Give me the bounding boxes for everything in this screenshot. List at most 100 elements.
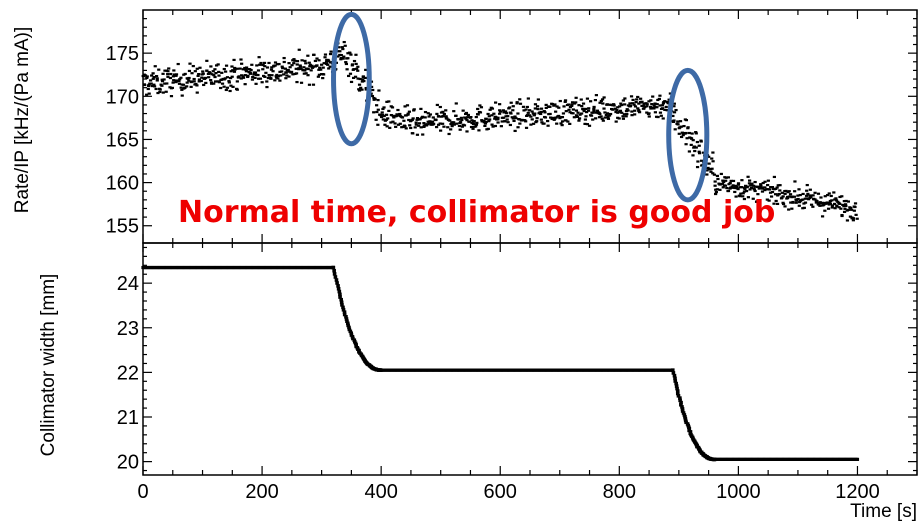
data-point [385, 125, 389, 128]
data-point [775, 202, 780, 206]
data-point [408, 124, 412, 127]
data-point [407, 118, 411, 122]
data-point [232, 70, 237, 73]
data-point [664, 105, 668, 108]
data-point [162, 78, 166, 81]
data-point [608, 112, 613, 116]
data-point [634, 100, 638, 104]
data-point [539, 107, 544, 110]
data-point [826, 207, 831, 210]
data-point [435, 112, 439, 116]
data-point [647, 115, 651, 118]
data-point [229, 70, 233, 73]
data-point [326, 58, 330, 62]
data-point [498, 110, 503, 113]
data-point [273, 79, 277, 82]
data-point [157, 68, 161, 71]
data-point [739, 192, 743, 195]
data-point [687, 150, 691, 153]
data-point [486, 127, 490, 131]
data-point [780, 191, 784, 194]
data-point [233, 68, 237, 71]
data-point [379, 114, 383, 117]
data-point [540, 121, 544, 124]
data-point [826, 193, 830, 197]
data-point [145, 75, 149, 78]
data-point [606, 116, 610, 119]
data-point [621, 99, 625, 102]
data-point [840, 195, 844, 198]
data-point [276, 77, 280, 80]
data-point [714, 190, 718, 194]
data-point [452, 121, 456, 124]
data-point [616, 106, 620, 109]
data-point [533, 103, 538, 106]
data-point [681, 411, 686, 415]
data-point [766, 179, 770, 182]
data-point [297, 67, 301, 70]
data-point [427, 122, 431, 125]
data-point [487, 120, 491, 123]
data-point [230, 65, 234, 68]
data-point [787, 195, 791, 198]
data-point [227, 80, 231, 83]
data-point [348, 72, 353, 75]
rate-axis-title: Rate/IP [kHz/(Pa mA)] [12, 27, 33, 214]
data-point [820, 201, 824, 204]
data-point [663, 108, 667, 111]
data-point [560, 124, 564, 127]
y-tick-label: 21 [117, 407, 139, 429]
data-point [591, 118, 595, 121]
data-point [591, 111, 595, 114]
data-point [527, 114, 532, 117]
data-point [354, 62, 358, 66]
data-point [797, 204, 801, 207]
data-point [327, 67, 331, 70]
data-point [264, 71, 268, 74]
data-point [360, 88, 364, 91]
data-point [595, 109, 599, 112]
data-point [811, 194, 815, 197]
data-point [283, 67, 287, 70]
data-point [796, 194, 800, 197]
data-point [733, 186, 737, 190]
data-point [805, 197, 809, 200]
data-point [487, 115, 491, 118]
data-point [392, 116, 396, 119]
data-point [535, 117, 539, 120]
data-point [361, 78, 365, 81]
data-point [338, 295, 342, 299]
data-point [592, 109, 596, 112]
data-point [511, 109, 515, 112]
data-point [601, 119, 605, 122]
data-point [386, 117, 390, 120]
data-point [224, 70, 228, 73]
data-point [263, 75, 267, 78]
data-point [672, 111, 677, 114]
data-point [210, 82, 214, 85]
data-point [371, 88, 375, 92]
data-point [503, 120, 507, 123]
data-point [763, 186, 767, 189]
data-point [253, 76, 257, 79]
data-point [681, 134, 685, 137]
data-point [222, 85, 226, 88]
data-point [375, 110, 379, 114]
data-point [207, 76, 211, 79]
data-point [837, 206, 841, 209]
data-point [444, 109, 448, 112]
data-point [745, 185, 750, 188]
data-point [674, 381, 678, 386]
data-point [347, 327, 352, 332]
data-point [171, 81, 175, 84]
data-point [539, 118, 543, 121]
data-point [346, 74, 351, 78]
data-point [842, 205, 846, 208]
data-point [675, 391, 680, 396]
data-point [555, 122, 559, 125]
data-point [348, 329, 353, 334]
data-point [805, 183, 809, 187]
data-point [512, 119, 516, 123]
data-point [524, 108, 528, 111]
data-point [380, 115, 384, 119]
